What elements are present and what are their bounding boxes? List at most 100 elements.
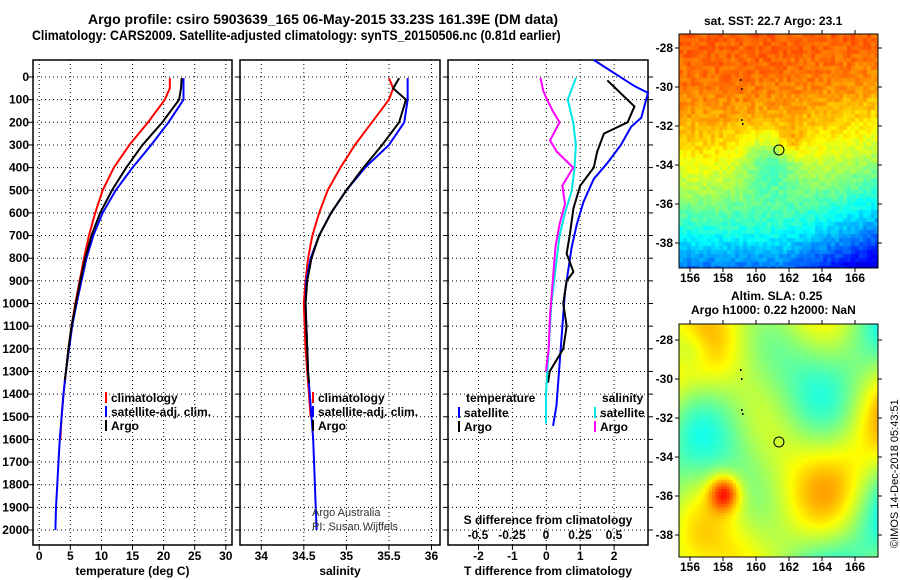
legend-label: Argo	[318, 419, 346, 433]
y-tick-label: 900	[9, 274, 29, 288]
x2-tick-label: 0.5	[606, 528, 623, 542]
plot-frame	[447, 59, 649, 546]
title-line-2: Climatology: CARS2009. Satellite-adjuste…	[32, 27, 561, 43]
coastline-dot	[742, 123, 744, 125]
x-tick-label: 0	[543, 549, 550, 563]
map-x-tick-label: 160	[746, 560, 766, 574]
legend-label: satellite	[600, 406, 645, 420]
y-tick-label: 700	[9, 229, 29, 243]
map-y-tick-label: -28	[656, 41, 674, 55]
panel-3: -2 -1 0 1 2T difference from climatology temp…	[443, 59, 653, 578]
x2-tick-label: 0.25	[568, 528, 592, 542]
y-tick-label: 1300	[2, 364, 29, 378]
annotation: Argo Australia	[312, 507, 381, 519]
sla-map-title-2: Argo h1000: 0.22 h2000: NaN	[691, 303, 856, 317]
x-tick-label: -1	[507, 549, 518, 563]
map-x-tick-label: 162	[779, 560, 799, 574]
sst-map-title: sat. SST: 22.7 Argo: 23.1	[704, 14, 843, 28]
map-x-tick-label: 166	[845, 560, 865, 574]
y-tick-label: 500	[9, 183, 29, 197]
map-y-tick-label: -38	[656, 236, 674, 250]
series-t-argo	[547, 79, 636, 383]
map-axes-2: 156 158 160 162 164 166 -28 -30 -32 -34 -36 -38	[656, 320, 882, 574]
y-tick-label: 0	[22, 70, 29, 84]
legend-swatch	[105, 406, 107, 417]
coastline-dot	[741, 119, 743, 121]
x-tick-label: 34	[255, 549, 269, 563]
series-s-argo	[539, 77, 575, 372]
coastline-dot	[740, 369, 742, 371]
legend-swatch	[105, 420, 107, 431]
legend-swatch	[312, 420, 314, 431]
x-tick-label: 35.5	[377, 549, 401, 563]
x-axis-label: temperature (deg C)	[75, 564, 189, 578]
legend-label: satellite	[464, 406, 509, 420]
legend-label: climatology	[111, 391, 178, 405]
y-tick-label: 400	[9, 161, 29, 175]
x-axis-label: salinity	[319, 564, 361, 578]
map-x-tick-label: 156	[680, 271, 700, 285]
map-axes-1: 156 158 160 162 164 166 -28 -30 -32 -34 -36 -38	[656, 30, 882, 285]
series-argo	[63, 78, 183, 381]
legend-title: temperature	[466, 391, 536, 405]
panel-1: 0 5 10 15 20 25 300100200300400500600700800900…	[2, 59, 233, 578]
coastline-dot	[741, 378, 743, 380]
x-tick-label: 1	[577, 549, 584, 563]
map-x-tick-label: 162	[779, 271, 799, 285]
legend-label: climatology	[318, 391, 385, 405]
map-frame	[678, 323, 879, 558]
map-x-tick-label: 158	[713, 271, 733, 285]
y-tick-label: 1200	[2, 342, 29, 356]
x-tick-label: 2	[611, 549, 618, 563]
legend-swatch	[312, 406, 314, 417]
annotation: PI: Susan Wijffels	[312, 521, 398, 533]
y-tick-label: 100	[9, 93, 29, 107]
y-tick-label: 800	[9, 251, 29, 265]
map-y-tick-label: -34	[656, 450, 674, 464]
y-tick-label: 1500	[2, 410, 29, 424]
y-tick-label: 1600	[2, 432, 29, 446]
series-argo	[304, 77, 408, 383]
y-tick-label: 600	[9, 206, 29, 220]
panel-2: 34 34.5 35 35.5 36 salinity climatologysatelli…	[235, 59, 441, 578]
legend-swatch	[594, 421, 596, 432]
map-y-tick-label: -36	[656, 489, 674, 503]
x-tick-label: 20	[157, 549, 171, 563]
legend-swatch	[458, 407, 460, 418]
legend-title: salinity	[602, 391, 644, 405]
x2-tick-label: 0	[543, 528, 550, 542]
x-axis-label: T difference from climatology	[464, 564, 632, 578]
y-tick-label: 200	[9, 115, 29, 129]
title-line-1: Argo profile: csiro 5903639_165 06-May-2…	[88, 11, 559, 27]
map-y-tick-label: -36	[656, 197, 674, 211]
sla-map	[679, 324, 878, 557]
series-climatology	[302, 77, 395, 417]
float-position-marker	[773, 436, 785, 448]
y-tick-label: 1400	[2, 387, 29, 401]
map-x-tick-label: 164	[812, 560, 832, 574]
legend-swatch	[594, 407, 596, 418]
legend-label: Argo	[111, 419, 139, 433]
y-tick-label: 1700	[2, 455, 29, 469]
y-tick-label: 1000	[2, 297, 29, 311]
float-position-marker	[773, 144, 785, 156]
x-tick-label: 30	[219, 549, 233, 563]
map-y-tick-label: -34	[656, 158, 674, 172]
x2-tick-label: -0.25	[498, 528, 526, 542]
x-tick-label: -2	[473, 549, 484, 563]
coastline-dot	[741, 88, 743, 90]
legend-label: Argo	[600, 420, 628, 434]
x-tick-label: 10	[95, 549, 109, 563]
x-tick-label: 5	[67, 549, 74, 563]
map-x-tick-label: 166	[845, 271, 865, 285]
legend-swatch	[458, 421, 460, 432]
y-tick-label: 2000	[2, 523, 29, 537]
map-x-tick-label: 158	[713, 560, 733, 574]
legend-label: satellite-adj. clim.	[111, 405, 211, 419]
x-tick-label: 0	[36, 549, 43, 563]
map-y-tick-label: -32	[656, 411, 674, 425]
coastline-dot	[740, 79, 742, 81]
sla-map-title-1: Altim. SLA: 0.25	[731, 289, 823, 303]
